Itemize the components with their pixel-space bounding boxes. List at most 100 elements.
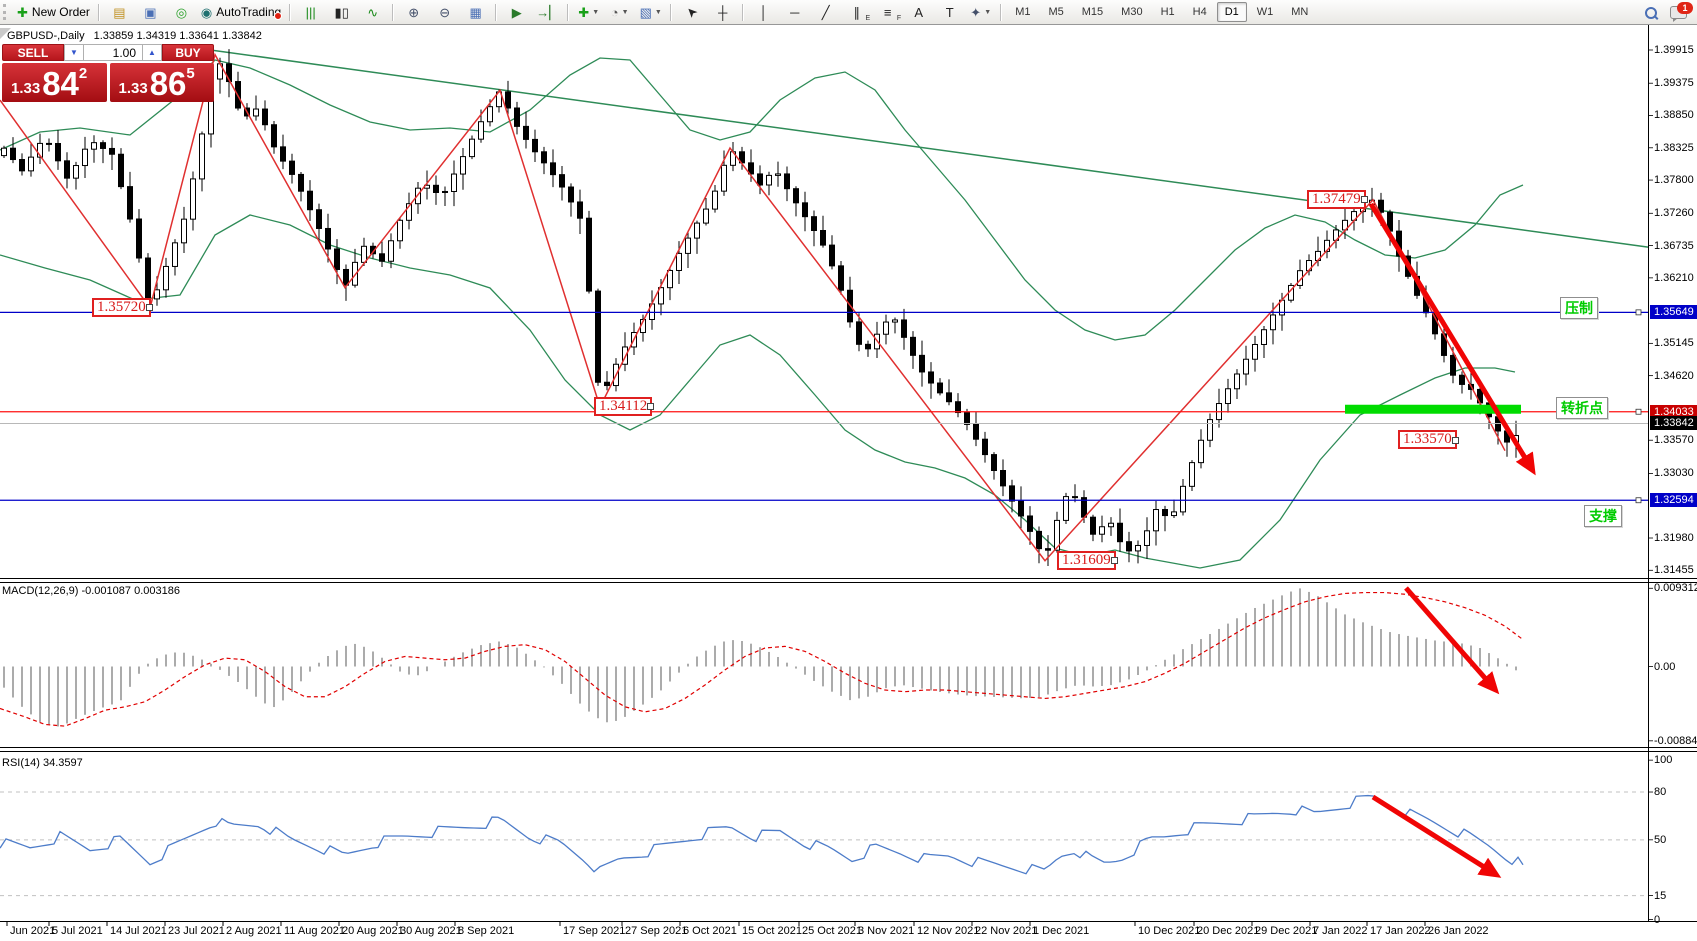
toolbar-separator [289, 3, 292, 21]
chevron-down-icon: ▼ [984, 8, 992, 16]
tile-windows-button[interactable]: ▦ [460, 1, 491, 24]
cursor-button[interactable]: ➤ [676, 1, 707, 24]
macd-layer [0, 588, 1524, 727]
zoom-in-icon: ⊕ [408, 4, 420, 20]
chart-shift-button[interactable]: →▏ [532, 1, 563, 24]
rsi-panel-plot[interactable] [0, 752, 1648, 921]
chevron-down-icon: ▼ [621, 8, 629, 16]
text-button[interactable]: A [903, 1, 934, 24]
object-handle[interactable] [1360, 196, 1368, 204]
chart-title: GBPUSD-,Daily 1.33859 1.34319 1.33641 1.3… [7, 30, 262, 42]
one-click-collapse-icon[interactable] [0, 28, 11, 39]
new-chart-button[interactable]: ✚ ▼ [573, 1, 604, 24]
horizontal-line-icon: ─ [790, 4, 800, 20]
support-label[interactable]: 支撑 [1584, 505, 1622, 527]
arrows-button[interactable]: ✦ ▼ [965, 1, 996, 24]
notifications-icon[interactable]: 1 [1670, 1, 1693, 22]
signals-icon[interactable]: ◎ [166, 1, 197, 24]
turning-point-band[interactable] [1345, 404, 1521, 414]
rsi-down-arrow[interactable] [1371, 794, 1502, 878]
trendline-icon: ╱ [821, 4, 830, 20]
buy-price-tile[interactable]: 1.33 86 5 [109, 63, 214, 102]
annotation-layer [1345, 202, 1536, 878]
zoom-out-button[interactable]: ⊖ [429, 1, 460, 24]
auto-scroll-button[interactable]: ▶ [501, 1, 532, 24]
vertical-line-button[interactable]: │ [748, 1, 779, 24]
pivot-label[interactable]: 转折点 [1556, 397, 1608, 419]
volume-down-button[interactable]: ▼ [64, 44, 84, 61]
horizontal-line-button[interactable]: ─ [779, 1, 810, 24]
volume-up-button[interactable]: ▲ [142, 44, 162, 61]
fibonacci-icon: ≡ [883, 4, 892, 20]
macd-indicator-label: MACD(12,26,9) -0.001087 0.003186 [2, 585, 180, 597]
trendline-button[interactable]: ╱ [810, 1, 841, 24]
macd-down-arrow[interactable] [1404, 586, 1500, 695]
macd-panel-plot[interactable] [0, 583, 1648, 747]
equidistant-channel-icon: ∥ [853, 4, 860, 20]
timeframe-h1-button[interactable]: H1 [1160, 6, 1175, 18]
price-annotation-label[interactable]: 1.35720 [92, 297, 153, 317]
price-annotation-label[interactable]: 1.33570 [1398, 430, 1459, 450]
crosshair-button[interactable]: ┼ [707, 1, 738, 24]
toolbar: ✚ New Order ▤ ▣ ◎ ◉ AutoTrading ||| ▮▯ ∿ ⊕ ⊖ ▦ ▶ →▏ ✚ ▼ ◔… [0, 0, 1697, 25]
autotrading-button[interactable]: ◉ AutoTrading [200, 4, 283, 20]
crosshair-icon: ┼ [718, 4, 728, 20]
sell-price-tile[interactable]: 1.33 84 2 [2, 63, 107, 102]
periods-button[interactable]: ◔ ▼ [604, 1, 635, 24]
templates-button[interactable]: ▧ ▼ [635, 1, 666, 24]
sell-price-mid: 84 [42, 65, 79, 102]
equidistant-channel-button[interactable]: ∥ E [853, 4, 871, 22]
object-handle[interactable] [647, 403, 655, 411]
candlestick-button[interactable]: ▮▯ [326, 1, 357, 24]
price-annotation-label[interactable]: 1.31609 [1057, 550, 1118, 570]
timeframe-m15-button[interactable]: M15 [1081, 6, 1104, 18]
data-window-icon-icon: ▣ [144, 4, 157, 20]
timeframe-m30-button[interactable]: M30 [1121, 6, 1143, 18]
object-handle[interactable] [1451, 436, 1459, 444]
text-icon: A [914, 4, 924, 20]
bar-chart-icon: ||| [305, 4, 316, 20]
timeframe-m5-button[interactable]: M5 [1048, 6, 1064, 18]
data-window-icon[interactable]: ▣ [135, 1, 166, 24]
sell-button[interactable]: SELL [2, 44, 64, 61]
rsi-layer [0, 791, 1648, 897]
zoom-out-icon: ⊖ [439, 4, 451, 20]
depth-of-market-icon-icon: ▤ [113, 4, 126, 20]
volume-input[interactable]: 1.00 [84, 44, 142, 61]
object-handle[interactable] [1110, 557, 1118, 565]
timeframe-m1-button[interactable]: M1 [1015, 6, 1031, 18]
new-order-button[interactable]: ✚ New Order [17, 4, 90, 20]
zoom-in-button[interactable]: ⊕ [398, 1, 429, 24]
bar-chart-button[interactable]: ||| [295, 1, 326, 24]
arrows-icon: ✦ [970, 4, 982, 20]
search-icon[interactable] [1645, 6, 1659, 20]
timeframe-w1-button[interactable]: W1 [1256, 6, 1274, 18]
line-chart-button[interactable]: ∿ [357, 1, 388, 24]
depth-of-market-icon[interactable]: ▤ [104, 1, 135, 24]
one-click-panel: SELL ▼ 1.00 ▲ BUY 1.33 84 2 1.33 86 5 [0, 28, 214, 102]
price-annotation-label[interactable]: 1.37479 [1307, 189, 1368, 209]
status-dot-icon [274, 11, 283, 20]
buy-button[interactable]: BUY [162, 44, 214, 61]
object-handle[interactable] [145, 304, 153, 312]
timeframe-d1-button[interactable]: D1 [1216, 2, 1247, 22]
toolbar-grip[interactable] [3, 4, 9, 20]
sell-price-big: 1.33 [11, 80, 41, 97]
autotrading-icon: ◉ [200, 4, 213, 20]
price-annotation-label[interactable]: 1.34112 [594, 396, 655, 416]
fibonacci-button[interactable]: ≡ F [883, 4, 902, 22]
new-chart-icon: ✚ [578, 4, 590, 20]
resistance-label[interactable]: 压制 [1560, 297, 1598, 319]
text-label-button[interactable]: T [934, 1, 965, 24]
panel-frame-layer [0, 25, 1697, 926]
main-chart-plot[interactable] [0, 25, 1648, 578]
timeframe-mn-button[interactable]: MN [1291, 6, 1309, 18]
toolbar-separator [392, 3, 395, 21]
candles-layer [1, 49, 1519, 566]
line-chart-icon: ∿ [367, 4, 379, 20]
price-down-arrow[interactable] [1368, 202, 1536, 476]
timeframe-h4-button[interactable]: H4 [1192, 6, 1207, 18]
toolbar-separator [567, 3, 570, 21]
